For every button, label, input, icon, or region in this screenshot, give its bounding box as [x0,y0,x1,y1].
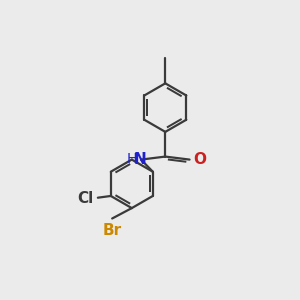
Text: Cl: Cl [77,191,94,206]
Text: H: H [126,152,136,166]
Text: O: O [194,152,207,167]
Text: Br: Br [103,223,122,238]
Text: N: N [134,152,146,166]
